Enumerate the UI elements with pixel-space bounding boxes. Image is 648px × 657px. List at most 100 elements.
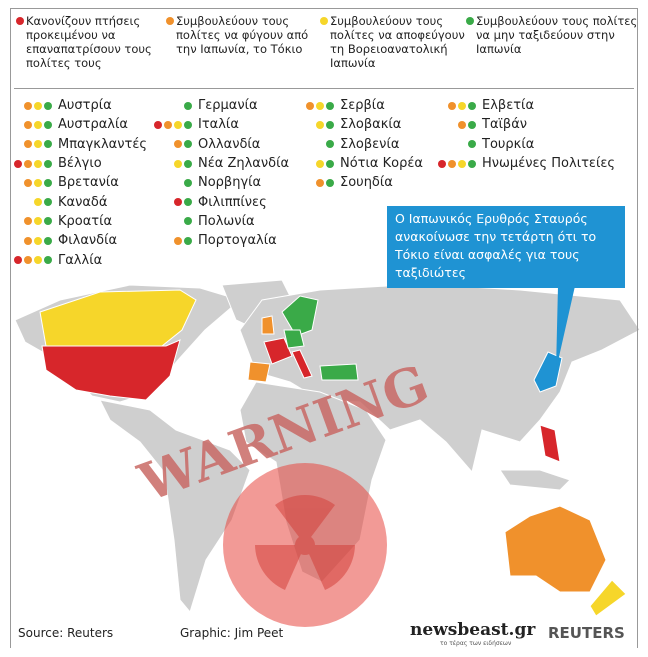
country-name: Βρετανία [58,175,119,191]
country-row: Ολλανδία [150,135,289,154]
country-row: Αυστραλία [10,115,147,134]
advisory-dots [434,101,476,110]
country-row: Κροατία [10,212,147,231]
country-row: Νότια Κορέα [292,154,423,173]
advisory-dots [150,198,192,207]
country-name: Φιλανδία [58,233,118,249]
country-name: Κροατία [58,213,113,229]
country-name: Καναδά [58,194,108,210]
advisory-dot [34,178,42,187]
advisory-dot [468,120,476,129]
advisory-dot [316,101,324,110]
frame [10,8,638,648]
country-name: Μπαγκλαντές [58,136,147,152]
country-name: Σλοβακία [340,117,402,133]
country-column: Σερβία Σλοβακία Σλοβενία Νότια Κορέα Σουηδία [292,96,423,192]
advisory-dot [184,120,192,129]
advisory-dot [326,120,334,129]
advisory-dot [184,217,192,226]
advisory-dots [292,101,334,110]
advisory-dot [184,159,192,168]
country-name: Ταϊβάν [482,117,528,133]
advisory-dot [184,140,192,149]
legend-dot [320,17,328,25]
country-row: Πολωνία [150,212,289,231]
advisory-dot [44,198,52,207]
country-row: Αυστρία [10,96,147,115]
advisory-dot [448,101,456,110]
country-row: Ελβετία [434,96,615,115]
country-name: Γερμανία [198,98,258,114]
advisory-dots [10,101,52,110]
advisory-dots [292,120,334,129]
advisory-dots [150,236,192,245]
advisory-dots [150,159,192,168]
advisory-dot [24,140,32,149]
hazard-symbol [255,494,355,590]
agency-logo: REUTERS [548,624,625,642]
advisory-dot [326,159,334,168]
advisory-dot [174,159,182,168]
advisory-dot [34,236,42,245]
country-row: Νέα Ζηλανδία [150,154,289,173]
country-name: Ολλανδία [198,136,261,152]
advisory-dots [10,178,52,187]
country-name: Βέλγιο [58,156,102,172]
country-row: Ηνωμένες Πολιτείες [434,154,615,173]
advisory-dot [468,101,476,110]
japan [533,351,563,393]
advisory-dot [326,178,334,187]
turkey [319,363,359,381]
legend-dot [166,17,174,25]
advisory-dot [154,120,162,129]
italy [291,349,313,379]
separator [14,88,634,89]
country-row: Σλοβενία [292,135,423,154]
country-column: Αυστρία Αυστραλία Μπαγκλαντές Βέλγιο Βρετανί… [10,96,147,270]
advisory-dot [316,178,324,187]
legend-dot [16,17,24,25]
advisory-dot [306,101,314,110]
advisory-dot [448,159,456,168]
advisory-dot [44,217,52,226]
advisory-dot [34,217,42,226]
legend-item: Συμβουλεύουν τους πολίτες να φύγουν από … [164,14,324,56]
country-row: Γερμανία [150,96,289,115]
legend: Κανονίζουν πτήσεις προκειμένου να επαναπ… [14,14,638,84]
advisory-dot [174,140,182,149]
country-column: Γερμανία Ιταλία Ολλανδία Νέα Ζηλανδία Νορβηγ… [150,96,289,250]
advisory-dot [174,236,182,245]
advisory-dot [24,120,32,129]
advisory-dots [150,178,192,187]
france [263,337,293,365]
advisory-dots [434,140,476,149]
advisory-dots [150,101,192,110]
country-row: Σερβία [292,96,423,115]
country-row: Πορτογαλία [150,231,289,250]
advisory-dots [434,120,476,129]
advisory-dot [24,217,32,226]
country-name: Νορβηγία [198,175,262,191]
advisory-dot [44,236,52,245]
advisory-dots [150,120,192,129]
advisory-dot [458,120,466,129]
advisory-dot [438,159,446,168]
advisory-dot [44,101,52,110]
country-row: Σουηδία [292,173,423,192]
source: Source: Reuters [18,626,114,640]
indonesia [499,469,571,491]
advisory-dot [316,159,324,168]
advisory-dot [44,140,52,149]
advisory-dot [326,140,334,149]
advisory-dots [10,256,52,265]
advisory-dot [34,256,42,265]
advisory-dot [24,256,32,265]
country-name: Αυστραλία [58,117,128,133]
iberia [247,361,271,383]
country-row: Γαλλία [10,250,147,269]
country-row: Μπαγκλαντές [10,135,147,154]
country-name: Νέα Ζηλανδία [198,156,290,172]
legend-text: Συμβουλεύουν τους πολίτες να μην ταξιδεύ… [476,14,638,56]
country-row: Καναδά [10,192,147,211]
